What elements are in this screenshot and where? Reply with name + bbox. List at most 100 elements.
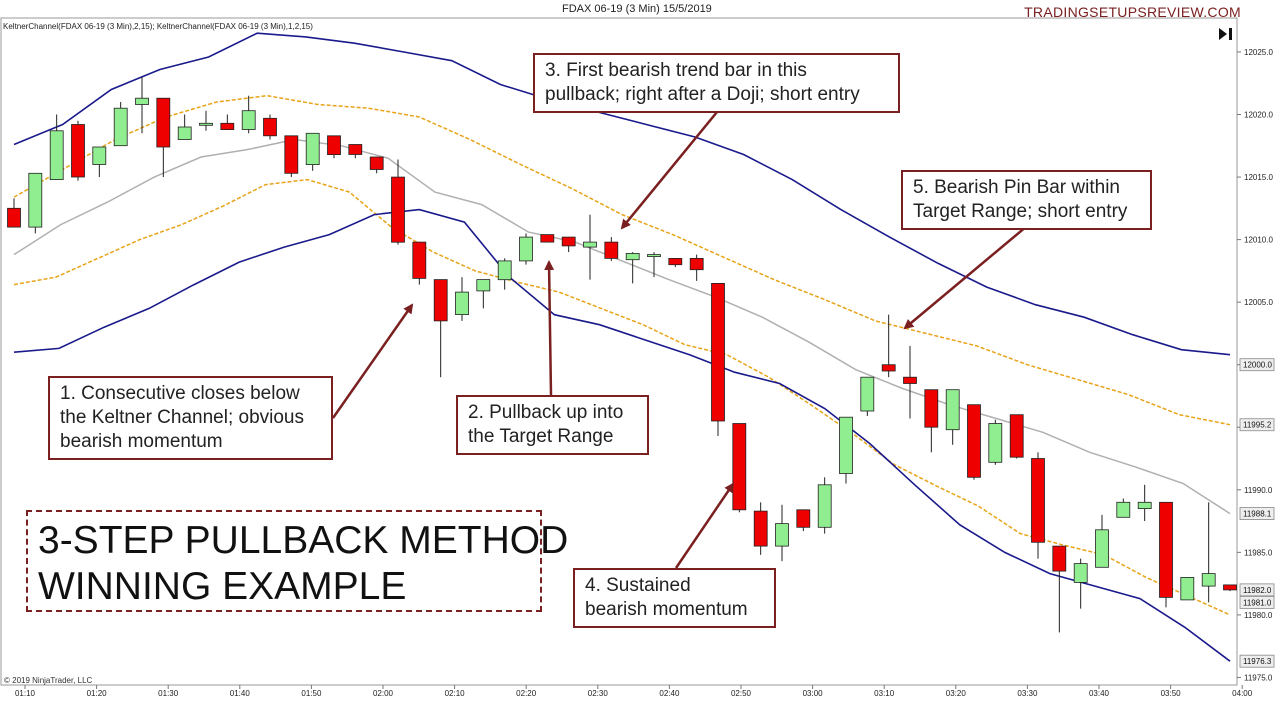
candle (7, 198, 21, 228)
y-tick-label: 11980.0 (1244, 611, 1273, 620)
candle-body (732, 423, 747, 511)
candle-body (1073, 563, 1088, 583)
annotation-3-line-1: 3. First bearish trend bar in this (545, 60, 807, 81)
candle (497, 258, 512, 290)
candle (1137, 484, 1152, 522)
annotation-2: 2. Pullback up into the Target Range (456, 395, 649, 455)
annotation-4-line-2: bearish momentum (585, 599, 748, 620)
candle-body (305, 132, 320, 166)
x-tick-label: 02:30 (588, 689, 609, 698)
candle (583, 214, 597, 280)
candle (1031, 452, 1045, 559)
candle (1159, 501, 1173, 608)
candle (860, 376, 875, 416)
candle (1073, 558, 1088, 609)
candle-body (775, 523, 789, 547)
annotation-arrow (620, 111, 718, 230)
price-marker-label: 11982.0 (1243, 586, 1272, 595)
price-marker-box (1239, 583, 1275, 597)
candle-body (1180, 577, 1195, 601)
candle-body (839, 416, 853, 474)
annotation-4-line-1: 4. Sustained (585, 575, 691, 596)
candle-body (711, 282, 725, 422)
candle (924, 389, 939, 453)
candle-body (583, 241, 597, 248)
annotation-5-line-2: Target Range; short entry (913, 201, 1128, 222)
x-tick-label: 03:30 (1017, 689, 1038, 698)
annotation-arrow (331, 303, 414, 419)
candle (881, 314, 896, 378)
candle (199, 110, 213, 131)
candle-body (1137, 501, 1152, 509)
candle (817, 477, 832, 534)
candle (689, 254, 704, 281)
headline-line-1: 3-STEP PULLBACK METHOD (38, 519, 569, 562)
candle (241, 95, 256, 134)
annotation-3: 3. First bearish trend bar in this pullb… (533, 53, 900, 113)
x-tick-label: 01:40 (230, 689, 251, 698)
candle (625, 252, 640, 284)
x-tick-label: 04:00 (1232, 689, 1253, 698)
price-marker: 11982.0 (1239, 583, 1275, 597)
candle-body (113, 107, 128, 147)
candle (988, 419, 1003, 465)
headline-box: 3-STEP PULLBACK METHOD WINNING EXAMPLE (26, 510, 569, 612)
candle (711, 282, 725, 437)
annotation-2-line-2: the Target Range (468, 426, 614, 447)
candle (49, 114, 64, 181)
price-marker-box (1239, 507, 1275, 520)
candle-body (1031, 458, 1045, 543)
headline-line-2: WINNING EXAMPLE (38, 565, 407, 608)
annotation-arrow (674, 482, 735, 569)
candle (263, 114, 277, 140)
keltner-inner-upper (13, 94, 1231, 426)
annotation-5-line-1: 5. Bearish Pin Bar within (913, 177, 1120, 198)
candle-body (988, 423, 1003, 463)
candle (412, 241, 427, 285)
y-tick-label: 12015.0 (1244, 173, 1273, 182)
candle-body (1052, 545, 1067, 572)
y-tick-label: 12025.0 (1244, 48, 1273, 57)
candle-body (71, 124, 85, 178)
brand-watermark: TRADINGSETUPSREVIEW.COM (1024, 4, 1241, 20)
candle-body (433, 279, 448, 322)
candles (7, 76, 1237, 633)
candle-body (1116, 501, 1131, 518)
annotation-4: 4. Sustained bearish momentum (573, 568, 776, 628)
candle (177, 114, 192, 140)
x-axis: 01:10 01:20 01:30 01:40 01:50 02:00 02:10 02:20… (15, 685, 1253, 698)
candle (647, 252, 661, 278)
candle-body (199, 122, 213, 126)
x-tick-label: 01:20 (87, 689, 108, 698)
x-tick-label: 02:20 (516, 689, 537, 698)
candle-body (284, 135, 299, 174)
candle-body (604, 241, 619, 259)
candle (967, 404, 981, 480)
price-marker-label: 11995.2 (1243, 421, 1272, 430)
indicator-label: KeltnerChannel(FDAX 06-19 (3 Min),2,15);… (3, 22, 313, 31)
candle-body (28, 172, 43, 228)
candle (945, 389, 960, 445)
candle-body (668, 257, 683, 266)
candle (28, 172, 43, 234)
play-end-icon[interactable] (1216, 26, 1234, 42)
candle (156, 97, 171, 178)
candle-body (92, 146, 107, 165)
candle (540, 234, 555, 243)
candle-body (412, 241, 427, 279)
candle (519, 233, 533, 265)
candle-body (455, 291, 469, 316)
price-marker: 11988.1 (1239, 507, 1275, 520)
y-tick-label: 11975.0 (1244, 673, 1273, 682)
candle-body (177, 126, 192, 140)
x-tick-label: 03:00 (803, 689, 824, 698)
copyright: © 2019 NinjaTrader, LLC (4, 676, 93, 685)
x-tick-label: 03:50 (1161, 689, 1182, 698)
candle (732, 423, 747, 513)
candle (753, 502, 768, 555)
candle-body (49, 130, 64, 181)
x-tick-label: 02:50 (731, 689, 752, 698)
price-marker: 11976.3 (1239, 654, 1275, 668)
keltner-mid-line (13, 138, 1231, 515)
